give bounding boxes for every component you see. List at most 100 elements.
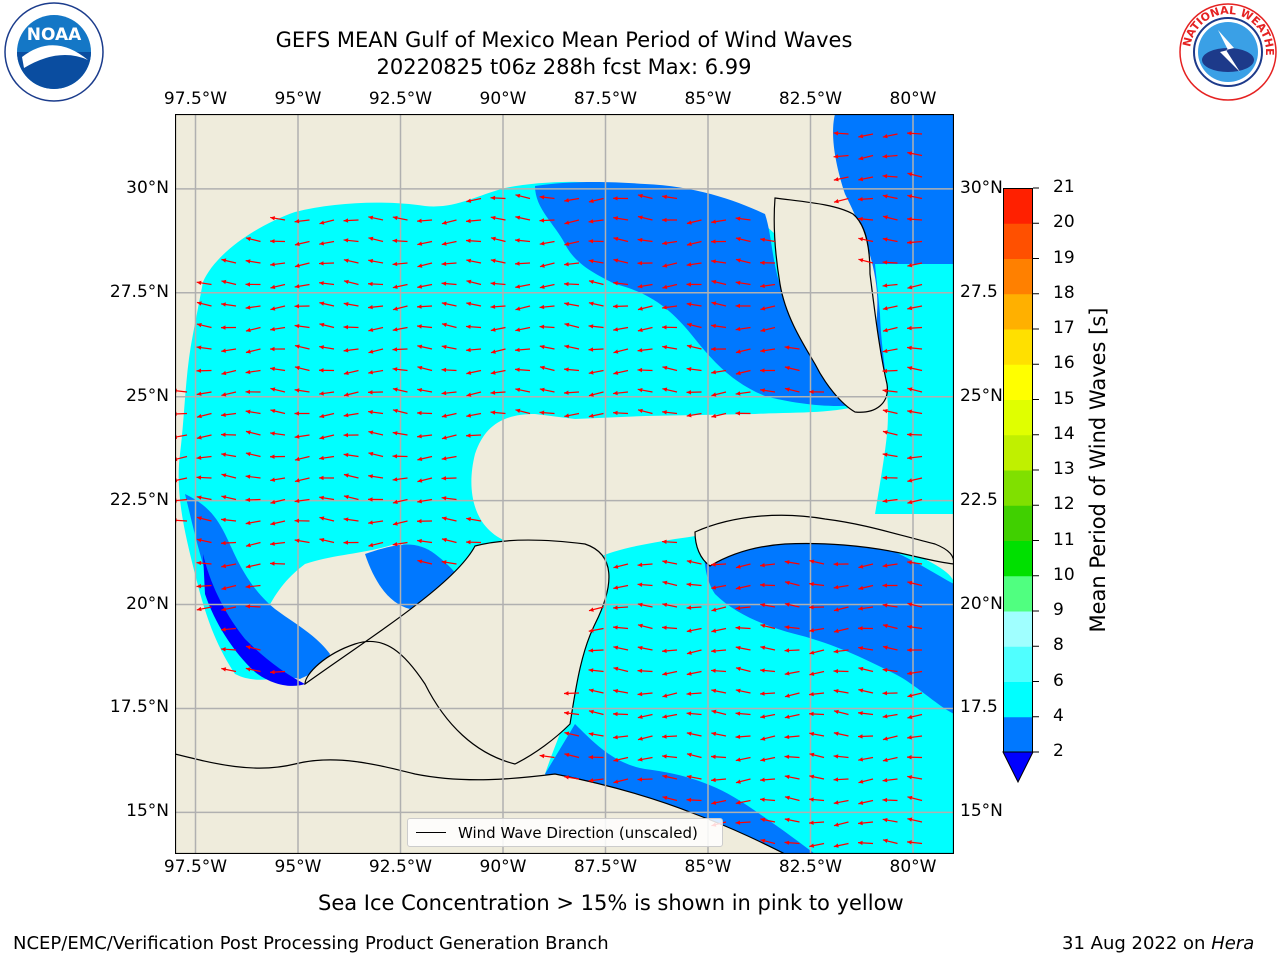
wind-arrow-head (196, 538, 202, 543)
colorbar-tick-label: 14 (1053, 423, 1075, 444)
map-legend: Wind Wave Direction (unscaled) (407, 818, 723, 847)
wind-arrow-head (882, 714, 888, 719)
wind-arrow-head (245, 349, 251, 354)
wind-arrow-head (539, 753, 545, 759)
wind-arrow-head (368, 520, 373, 525)
wind-arrow-head (735, 666, 741, 672)
lat-tick-label: 27.5°N (109, 281, 169, 302)
wind-arrow-head (270, 387, 276, 392)
wind-arrow-head (441, 496, 447, 501)
lat-tick-label: 25°N (126, 385, 169, 406)
shelf-west-mexico (185, 494, 330, 679)
wind-arrow-head (319, 516, 325, 521)
colorbar-tick-label: 15 (1053, 388, 1075, 409)
wind-arrow-head (637, 306, 643, 311)
wind-arrow-head (490, 281, 496, 286)
wind-arrow-head (270, 477, 275, 482)
wind-arrow-head (221, 607, 227, 612)
wind-arrow-head (490, 258, 496, 263)
wind-arrow-head (466, 370, 472, 375)
wind-arrow-head (662, 795, 668, 801)
wind-arrow-head (588, 301, 594, 306)
wind-arrow-head (907, 217, 912, 222)
wind-arrow-head (564, 281, 569, 287)
wind-arrow-head (858, 800, 864, 805)
wind-arrow-head (245, 542, 251, 548)
wind-arrow-head (539, 263, 545, 268)
colorbar-segment (1003, 399, 1033, 436)
wind-arrow-head (882, 797, 888, 803)
wind-arrow-head (221, 563, 227, 569)
wind-arrow-head (662, 580, 668, 586)
wind-arrow-head (294, 411, 300, 416)
wind-arrow-head (735, 800, 741, 805)
wind-arrow-head (221, 412, 226, 417)
wind-arrow-head (588, 628, 594, 633)
wind-arrow-head (441, 516, 447, 521)
wind-arrow-head (564, 262, 569, 267)
wind-arrow-head (343, 348, 349, 353)
wind-arrow-head (735, 645, 741, 651)
wind-arrow-head (245, 474, 251, 479)
wind-arrow-head (858, 757, 864, 762)
wind-arrow-head (711, 731, 717, 737)
wind-arrow-head (686, 390, 692, 395)
colorbar-segment (1003, 434, 1033, 471)
wind-arrow-head (809, 559, 815, 564)
wind-arrow-head (760, 283, 765, 289)
wind-arrow-head (662, 194, 667, 200)
wind-arrow-head (882, 134, 888, 139)
wind-arrow-head (637, 714, 643, 719)
wind-arrow-head (882, 154, 888, 159)
wind-arrow-head (368, 430, 374, 435)
wind-arrow-head (466, 433, 471, 438)
colorbar-tick-label: 4 (1053, 705, 1064, 726)
wind-arrow-head (858, 197, 863, 202)
wind-arrow-head (539, 241, 545, 246)
wind-arrow-head (637, 284, 643, 289)
wind-arrow-head (343, 324, 349, 330)
wind-arrow-head (882, 757, 888, 762)
wind-arrow-head (858, 840, 863, 846)
wind-arrow-head (784, 774, 790, 780)
wind-arrow-head (882, 430, 888, 435)
wind-arrow-head (809, 774, 815, 779)
wind-arrow-head (760, 368, 765, 373)
wind-arrow-head (833, 131, 839, 136)
wind-arrow-head (343, 473, 349, 478)
wind-arrow-head (858, 688, 864, 693)
wind-arrow-head (662, 217, 667, 223)
wind-arrow-head (711, 628, 717, 633)
wind-arrow-head (368, 281, 373, 287)
wind-arrow-head (662, 305, 667, 310)
wind-arrow-head (833, 607, 839, 612)
wind-arrow-head (221, 432, 226, 437)
lat-tick-label: 25°N (960, 385, 1003, 406)
colorbar-segment (1003, 611, 1033, 647)
wind-arrow-head (270, 262, 275, 267)
wind-arrow-head (760, 623, 766, 629)
wind-arrow-head (588, 778, 594, 783)
colorbar-tick-label: 21 (1053, 177, 1075, 197)
wind-arrow-head (637, 691, 643, 697)
wind-arrow-head (662, 754, 667, 759)
wind-arrow-head (686, 628, 692, 633)
wind-arrow-head (882, 260, 888, 265)
wind-arrow-head (564, 775, 569, 780)
wind-arrow-head (858, 237, 864, 242)
wind-arrow-head (392, 477, 398, 482)
wind-arrow-head (858, 564, 864, 569)
lat-tick-label: 22.5 (960, 489, 998, 510)
colorbar-segment (1003, 470, 1033, 506)
wind-arrow-head (490, 215, 496, 221)
wind-arrow-head (221, 647, 226, 652)
wind-arrow-head (711, 392, 717, 397)
colorbar-segment (1003, 575, 1033, 612)
wind-arrow-head (441, 413, 447, 418)
wind-arrow-head (882, 498, 888, 504)
wind-arrow-head (760, 602, 766, 608)
wind-arrow-head (515, 284, 521, 289)
wind-arrow-head (711, 279, 717, 285)
wind-arrow-head (343, 302, 349, 307)
wind-arrow-head (760, 563, 765, 568)
